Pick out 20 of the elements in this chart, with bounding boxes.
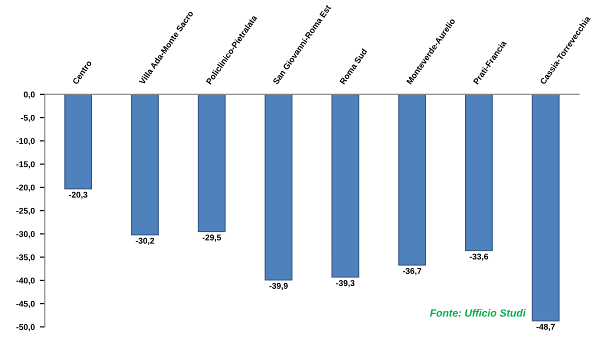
data-label: -39,3 — [336, 280, 355, 288]
y-tick-label: -50,0 — [16, 324, 35, 332]
data-label: -20,3 — [69, 192, 88, 199]
data-label: -36,7 — [402, 268, 422, 276]
y-tick-label: -30,0 — [16, 231, 35, 238]
y-tick-label: -40,0 — [16, 278, 35, 285]
y-tick-label: -25,0 — [16, 208, 35, 215]
y-tick-label: 0,0 — [24, 92, 35, 99]
y-tick-label: -10,0 — [16, 138, 35, 146]
data-label: -29,5 — [202, 234, 222, 242]
y-tick-label: -15,0 — [16, 161, 35, 168]
y-tick-label: -5,0 — [21, 114, 35, 122]
y-tick-label: -20,0 — [16, 184, 35, 192]
data-label: -30,2 — [136, 238, 154, 245]
data-label: -39,9 — [269, 282, 288, 290]
y-tick-label: -45,0 — [16, 300, 35, 308]
y-tick-label: -35,0 — [16, 254, 35, 262]
annotation: Fonte: Ufficio Studi — [430, 309, 526, 317]
data-label: -48,7 — [536, 324, 555, 331]
data-label: -33,6 — [470, 254, 488, 261]
